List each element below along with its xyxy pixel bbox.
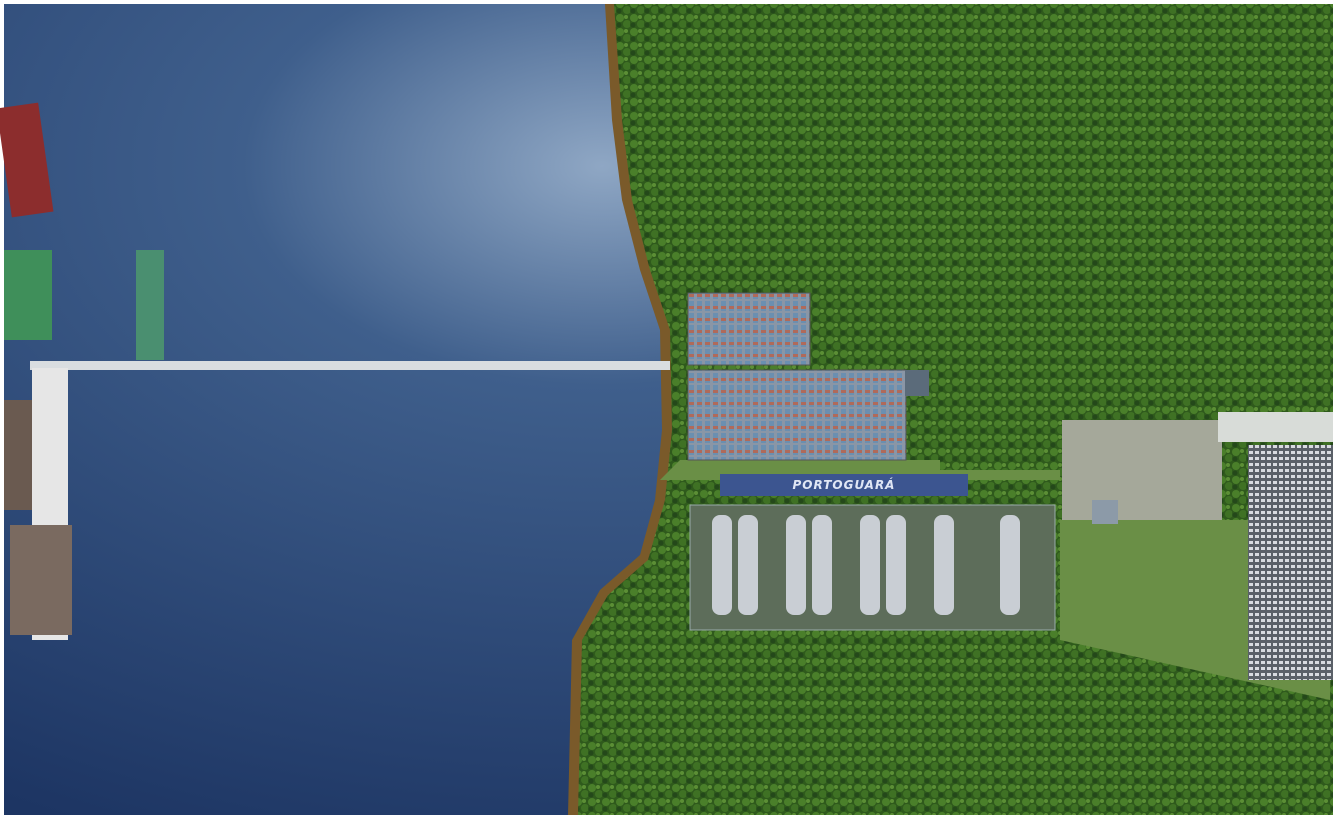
silo: [1000, 515, 1020, 615]
silos: [712, 515, 1020, 615]
tank-yard: [1062, 420, 1222, 520]
access-bridge: [30, 361, 670, 370]
warehouse: [720, 474, 968, 496]
parking-lot: [1248, 445, 1333, 680]
ship: [10, 525, 72, 635]
silo: [934, 515, 954, 615]
building: [1218, 412, 1333, 442]
ship: [4, 400, 32, 510]
ship: [136, 250, 164, 360]
silo: [786, 515, 806, 615]
building: [905, 370, 929, 396]
container-yard: [687, 292, 811, 366]
ship: [4, 250, 52, 340]
silo: [738, 515, 758, 615]
silo: [860, 515, 880, 615]
container-yard: [687, 369, 907, 461]
silo: [812, 515, 832, 615]
silo: [886, 515, 906, 615]
building-sign: PORTOGUARÁ: [793, 477, 896, 492]
building: [1092, 500, 1118, 524]
ship: [0, 102, 54, 218]
silo: [712, 515, 732, 615]
